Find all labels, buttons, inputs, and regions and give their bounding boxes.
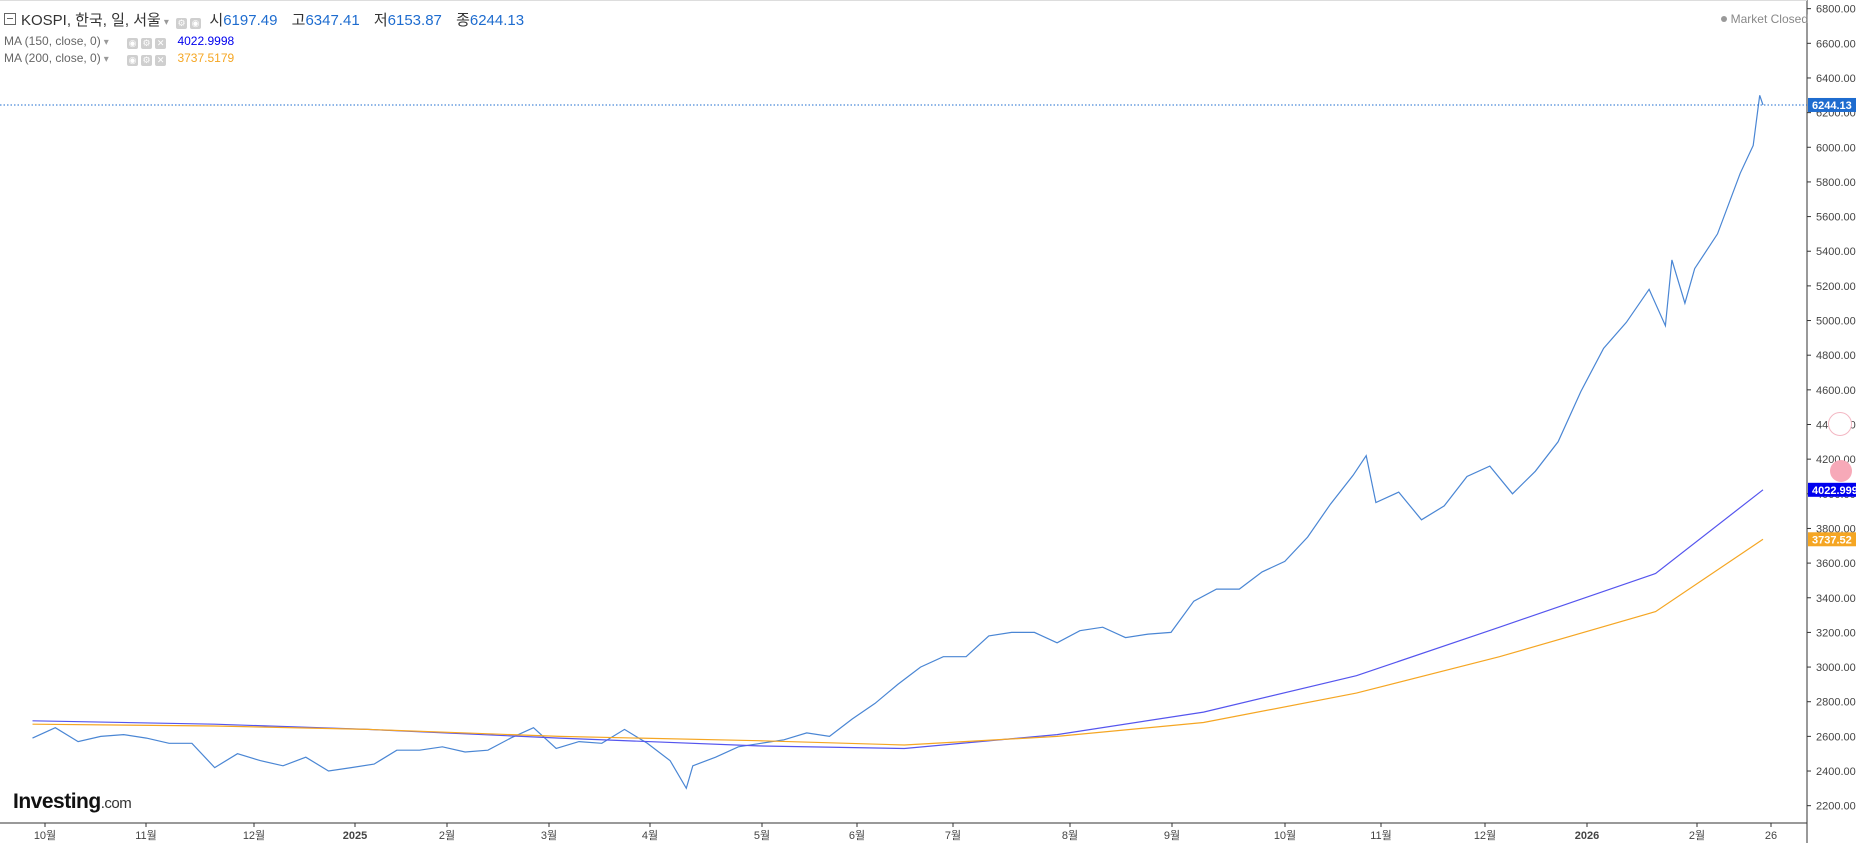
- logo-main: Investing: [13, 790, 101, 813]
- open-value: 6197.49: [223, 12, 278, 29]
- ma200-value: 3737.5179: [177, 51, 235, 65]
- y-tick-label: 2400.00: [1816, 766, 1856, 778]
- y-tick-label: 3400.00: [1816, 593, 1856, 605]
- x-tick-label: 8월: [1062, 829, 1078, 842]
- x-tick-label: 26: [1765, 830, 1777, 842]
- ma200-tag-bg: [1808, 532, 1856, 547]
- ma200-tag: 3737.52: [1812, 534, 1852, 546]
- y-tick-label: 3600.00: [1816, 558, 1856, 570]
- x-tick-label: 11월: [135, 829, 157, 842]
- investing-logo: Investing.com: [13, 790, 132, 814]
- market-status-text: Market Closed: [1730, 12, 1808, 26]
- logo-suffix: .com: [100, 795, 132, 812]
- y-tick-label: 5000.00: [1816, 316, 1856, 328]
- y-tick-label: 4800.00: [1816, 350, 1856, 362]
- high-value: 6347.41: [305, 12, 360, 29]
- visibility-icon[interactable]: ◉: [127, 55, 139, 66]
- x-tick-label: 6월: [849, 829, 865, 842]
- y-tick-label: 4600.00: [1816, 385, 1856, 397]
- x-tick-label: 2월: [1689, 829, 1705, 842]
- close-icon[interactable]: ✕: [155, 55, 167, 66]
- collapse-icon[interactable]: [4, 13, 16, 25]
- status-dot-icon: [1720, 16, 1727, 22]
- open-label: 시: [209, 12, 224, 29]
- y-tick-label: 3200.00: [1816, 627, 1856, 639]
- settings-icon[interactable]: ⚙: [141, 55, 153, 66]
- x-axis: 10월 11월 12월 2025 2월 3월 4월 5월 6월 7월 8월 9월 10월 11월 12월 20…: [34, 823, 1777, 842]
- y-tick-label: 3000.00: [1816, 662, 1856, 674]
- ma150-value: 4022.9998: [177, 34, 235, 48]
- last-price-tag-bg: [1808, 97, 1856, 112]
- y-tick-label: 6800.00: [1816, 4, 1856, 16]
- settings-icon[interactable]: ⚙: [141, 38, 153, 49]
- ma200-legend: MA (200, close, 0) ▾ ◉ ⚙ ✕ 3737.5179: [4, 51, 234, 66]
- low-label: 저: [373, 12, 388, 29]
- x-tick-label: 5월: [754, 829, 770, 842]
- close-icon[interactable]: ✕: [155, 38, 167, 49]
- y-tick-label: 2600.00: [1816, 731, 1856, 743]
- y-axis: 2200.00 2400.00 2600.00 2800.00 3000.00 3200.…: [1807, 4, 1856, 813]
- settings-icon[interactable]: ⚙: [176, 18, 188, 29]
- x-tick-label: 2월: [439, 829, 455, 842]
- x-tick-label: 9월: [1164, 829, 1180, 842]
- ma150-tag-bg: [1808, 482, 1856, 497]
- y-tick-label: 5800.00: [1816, 177, 1856, 189]
- x-tick-label: 11월: [1370, 829, 1392, 842]
- x-tick-label: 4월: [642, 829, 658, 842]
- x-tick-label: 10월: [34, 829, 56, 842]
- ma150-label[interactable]: MA (150, close, 0): [4, 34, 101, 48]
- ma150-tag: 4022.9998: [1812, 485, 1856, 497]
- chevron-down-icon[interactable]: ▾: [103, 37, 109, 48]
- x-tick-label: 2026: [1575, 830, 1599, 842]
- high-label: 고: [291, 12, 306, 29]
- ma200-line: [32, 538, 1764, 746]
- close-value: 6244.13: [469, 12, 525, 29]
- y-tick-label: 2200.00: [1816, 801, 1856, 813]
- ma150-line: [32, 489, 1764, 750]
- y-tick-label: 6000.00: [1816, 142, 1856, 154]
- x-tick-label: 7월: [945, 829, 961, 842]
- close-label: 종: [456, 12, 470, 29]
- chevron-down-icon[interactable]: ▾: [163, 17, 169, 28]
- x-tick-label: 12월: [243, 829, 265, 842]
- ma200-label[interactable]: MA (200, close, 0): [4, 51, 101, 65]
- visibility-icon[interactable]: ◉: [127, 38, 139, 49]
- x-tick-label: 3월: [541, 829, 557, 842]
- share-icon[interactable]: [1830, 460, 1852, 482]
- market-status: Market Closed: [1720, 12, 1808, 26]
- y-tick-label: 6600.00: [1816, 38, 1856, 50]
- x-tick-label: 10월: [1274, 829, 1296, 842]
- y-tick-label: 5600.00: [1816, 212, 1856, 224]
- y-tick-label: 5200.00: [1816, 281, 1856, 293]
- kospi-price-line: [32, 95, 1764, 790]
- drawing-tools-icon[interactable]: [1828, 412, 1852, 436]
- x-tick-label: 12월: [1474, 829, 1496, 842]
- symbol-title[interactable]: KOSPI, 한국, 일, 서울: [21, 12, 161, 29]
- y-tick-label: 5400.00: [1816, 246, 1856, 258]
- visibility-icon[interactable]: ◉: [190, 18, 202, 29]
- chevron-down-icon[interactable]: ▾: [103, 54, 109, 65]
- chart-header: KOSPI, 한국, 일, 서울 ▾ ⚙ ◉ 시6197.49 고6347.41 저…: [4, 9, 534, 30]
- ma150-legend: MA (150, close, 0) ▾ ◉ ⚙ ✕ 4022.9998: [4, 34, 234, 49]
- low-value: 6153.87: [387, 12, 442, 29]
- x-tick-label: 2025: [343, 830, 367, 842]
- y-tick-label: 2800.00: [1816, 697, 1856, 709]
- y-tick-label: 6400.00: [1816, 73, 1856, 85]
- last-price-tag: 6244.13: [1812, 100, 1852, 112]
